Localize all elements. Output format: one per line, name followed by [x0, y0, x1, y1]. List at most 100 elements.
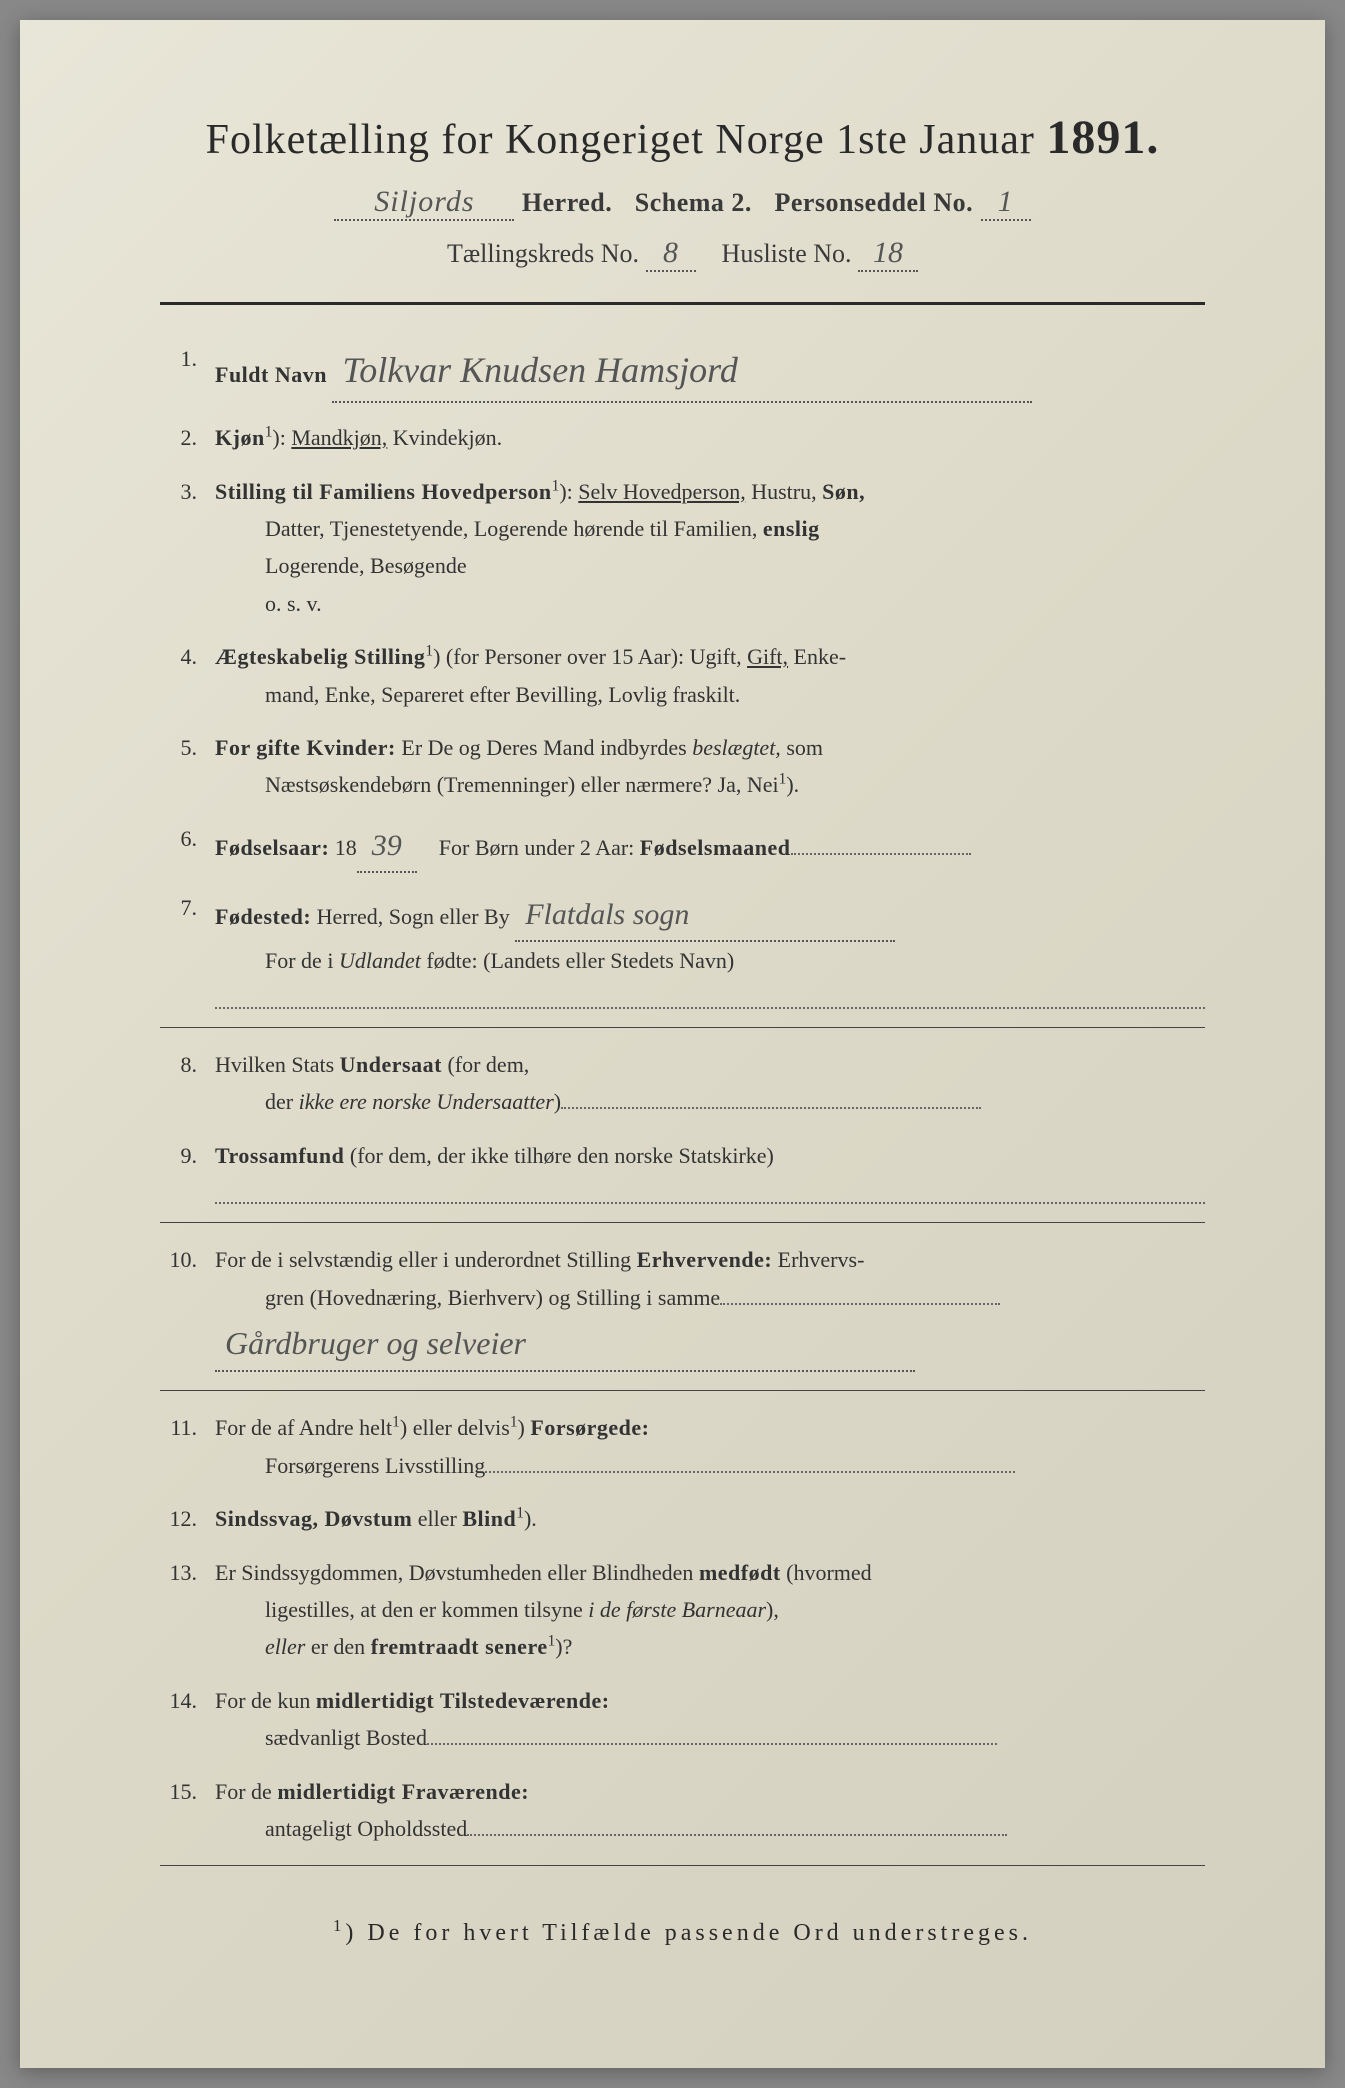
- item-7-num: 7.: [160, 889, 215, 1009]
- item-10-label: Erhvervende:: [637, 1247, 773, 1272]
- item-10-body: For de i selvstændig eller i underordnet…: [215, 1241, 1205, 1372]
- item-4-body: Ægteskabelig Stilling1) (for Personer ov…: [215, 638, 1205, 713]
- item-13-body: Er Sindssygdommen, Døvstumheden eller Bl…: [215, 1554, 1205, 1666]
- kreds-label: Tællingskreds No.: [447, 239, 639, 268]
- item-11-text3: ): [518, 1415, 531, 1440]
- main-title: Folketælling for Kongeriget Norge 1ste J…: [160, 110, 1205, 165]
- item-11-sup2: 1: [510, 1414, 518, 1431]
- item-7-italic: Udlandet: [339, 948, 421, 973]
- item-3-bold1: Søn,: [822, 479, 865, 504]
- title-year: 1891.: [1046, 111, 1159, 164]
- item-7-text1: Herred, Sogn eller By: [311, 904, 510, 929]
- item-15: 15. For de midlertidigt Fraværende: anta…: [160, 1773, 1205, 1848]
- item-2: 2. Kjøn1): Mandkjøn, Kvindekjøn.: [160, 419, 1205, 456]
- item-14-num: 14.: [160, 1682, 215, 1757]
- husliste-no: 18: [858, 236, 918, 272]
- item-14-blank: [427, 1743, 997, 1745]
- item-2-body: Kjøn1): Mandkjøn, Kvindekjøn.: [215, 419, 1205, 456]
- title-prefix: Folketælling for Kongeriget Norge 1ste J…: [206, 117, 1035, 163]
- item-5-end: ).: [786, 772, 799, 797]
- item-11: 11. For de af Andre helt1) eller delvis1…: [160, 1409, 1205, 1484]
- item-5-num: 5.: [160, 729, 215, 804]
- item-14-line2: sædvanligt Bosted: [215, 1725, 427, 1750]
- item-7-line2a: For de i: [265, 948, 339, 973]
- item-2-label: Kjøn: [215, 425, 265, 450]
- item-1-value: Tolkvar Knudsen Hamsjord: [332, 340, 1032, 403]
- item-10-num: 10.: [160, 1241, 215, 1372]
- item-13-end: )?: [555, 1634, 572, 1659]
- item-10-line2: gren (Hovednæring, Bierhverv) og Stillin…: [215, 1285, 720, 1310]
- item-2-opt1: Mandkjøn,: [291, 425, 387, 450]
- item-3-sel: Selv Hovedperson,: [578, 479, 745, 504]
- item-4-sel: Gift,: [747, 644, 788, 669]
- item-10-text2: Erhvervs-: [772, 1247, 864, 1272]
- footnote-sup: 1: [333, 1916, 345, 1935]
- item-13-line2: ligestilles, at den er kommen tilsyne i …: [215, 1597, 779, 1622]
- item-13-num: 13.: [160, 1554, 215, 1666]
- item-6-num: 6.: [160, 820, 215, 873]
- item-8-body: Hvilken Stats Undersaat (for dem, der ik…: [215, 1046, 1205, 1121]
- item-1: 1. Fuldt Navn Tolkvar Knudsen Hamsjord: [160, 340, 1205, 403]
- item-15-blank: [467, 1834, 1007, 1836]
- item-8-italic: ikke ere norske Undersaatter: [299, 1089, 554, 1114]
- item-6-value: 39: [357, 820, 417, 873]
- item-15-line2: antageligt Opholdssted: [215, 1816, 467, 1841]
- item-13-italic: i de første Barneaar: [588, 1597, 766, 1622]
- item-10-blank1: [720, 1303, 1000, 1305]
- item-11-blank: [485, 1471, 1015, 1473]
- item-10: 10. For de i selvstændig eller i underor…: [160, 1241, 1205, 1372]
- item-6-label2: Fødselsmaaned: [640, 835, 791, 860]
- item-9: 9. Trossamfund (for dem, der ikke tilhør…: [160, 1137, 1205, 1204]
- item-13-line2b: ),: [766, 1597, 779, 1622]
- personseddel-no: 1: [981, 185, 1031, 221]
- item-8: 8. Hvilken Stats Undersaat (for dem, der…: [160, 1046, 1205, 1121]
- item-3-rest1: Hustru,: [746, 479, 822, 504]
- item-6-text2: For Børn under 2 Aar:: [439, 835, 640, 860]
- item-4-num: 4.: [160, 638, 215, 713]
- item-6-body: Fødselsaar: 1839 For Børn under 2 Aar: F…: [215, 820, 1205, 873]
- item-13-line3b: er den: [305, 1634, 370, 1659]
- item-11-num: 11.: [160, 1409, 215, 1484]
- item-11-line2: Forsørgerens Livsstilling: [215, 1453, 485, 1478]
- item-8-text2: (for dem,: [442, 1052, 529, 1077]
- item-7-body: Fødested: Herred, Sogn eller By Flatdals…: [215, 889, 1205, 1009]
- item-12-sup: 1: [516, 1505, 524, 1522]
- item-13-line3a: eller: [265, 1634, 305, 1659]
- item-11-sup1: 1: [392, 1414, 400, 1431]
- item-3-body: Stilling til Familiens Hovedperson1): Se…: [215, 473, 1205, 623]
- item-3: 3. Stilling til Familiens Hovedperson1):…: [160, 473, 1205, 623]
- item-12-body: Sindssvag, Døvstum eller Blind1).: [215, 1500, 1205, 1537]
- item-1-label: Fuldt Navn: [215, 362, 327, 387]
- item-3-label: Stilling til Familiens Hovedperson: [215, 479, 552, 504]
- rule-9-10: [160, 1222, 1205, 1223]
- item-12-text: eller: [412, 1506, 462, 1531]
- item-3-line2: Datter, Tjenestetyende, Logerende hørend…: [215, 516, 820, 541]
- item-5-label: For gifte Kvinder:: [215, 735, 396, 760]
- item-7-value: Flatdals sogn: [515, 889, 895, 942]
- item-15-num: 15.: [160, 1773, 215, 1848]
- item-8-line2b: ): [554, 1089, 561, 1114]
- kreds-no: 8: [646, 236, 696, 272]
- item-2-num: 2.: [160, 419, 215, 456]
- item-13-bold1: medfødt: [699, 1560, 781, 1585]
- item-4-text1: ) (for Personer over 15 Aar): Ugift,: [433, 644, 747, 669]
- item-2-opt2: Kvindekjøn.: [393, 425, 502, 450]
- item-9-body: Trossamfund (for dem, der ikke tilhøre d…: [215, 1137, 1205, 1204]
- item-8-label: Undersaat: [340, 1052, 442, 1077]
- item-7-line2b: fødte: (Landets eller Stedets Navn): [421, 948, 734, 973]
- item-5-text2: som: [781, 735, 823, 760]
- item-12-num: 12.: [160, 1500, 215, 1537]
- item-6-blank: [791, 853, 971, 855]
- subtitle-line-2: Tællingskreds No. 8 Husliste No. 18: [160, 236, 1205, 272]
- item-8-line2: der ikke ere norske Undersaatter): [215, 1089, 561, 1114]
- item-5-italic: beslægtet,: [692, 735, 781, 760]
- item-3-sup: 1: [552, 477, 560, 494]
- item-4-line2: mand, Enke, Separeret efter Bevilling, L…: [215, 682, 740, 707]
- item-8-line2a: der: [265, 1089, 299, 1114]
- item-1-body: Fuldt Navn Tolkvar Knudsen Hamsjord: [215, 340, 1205, 403]
- item-11-text2: ) eller delvis: [400, 1415, 510, 1440]
- item-6: 6. Fødselsaar: 1839 For Børn under 2 Aar…: [160, 820, 1205, 873]
- header-rule: [160, 302, 1205, 305]
- item-14: 14. For de kun midlertidigt Tilstedevære…: [160, 1682, 1205, 1757]
- personseddel-label: Personseddel No.: [774, 188, 973, 217]
